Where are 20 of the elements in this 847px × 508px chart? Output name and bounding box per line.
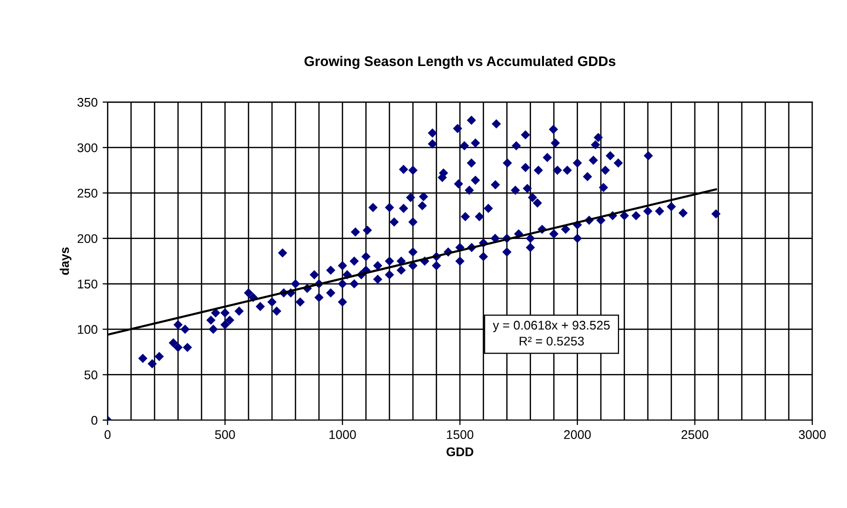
x-tick-label: 1500	[446, 430, 474, 440]
x-axis-title: GDD	[446, 447, 474, 456]
y-tick-label: 200	[78, 234, 98, 244]
annotation: R² = 0.5253	[520, 336, 584, 346]
y-tick-label: 0	[91, 416, 98, 425]
annotation: y = 0.0618x + 93.525	[492, 320, 610, 332]
y-axis-title: days	[60, 247, 72, 275]
y-tick-label: 350	[77, 98, 98, 107]
x-tick-label: 3000	[798, 430, 826, 440]
x-tick-label: 500	[215, 430, 235, 440]
y-tick-label: 250	[78, 188, 98, 198]
x-tick-label: 1000	[330, 430, 356, 440]
y-tick-label: 50	[84, 370, 98, 380]
x-tick-label: 2000	[564, 430, 591, 440]
x-tick-label: 2500	[682, 430, 708, 440]
x-tick-label: 0	[104, 430, 111, 440]
y-tick-label: 300	[77, 143, 98, 152]
y-tick-label: 150	[78, 280, 98, 288]
y-tick-label: 100	[78, 325, 98, 334]
chart-title: Growing Season Length vs Accumulated GDDs	[304, 56, 616, 69]
